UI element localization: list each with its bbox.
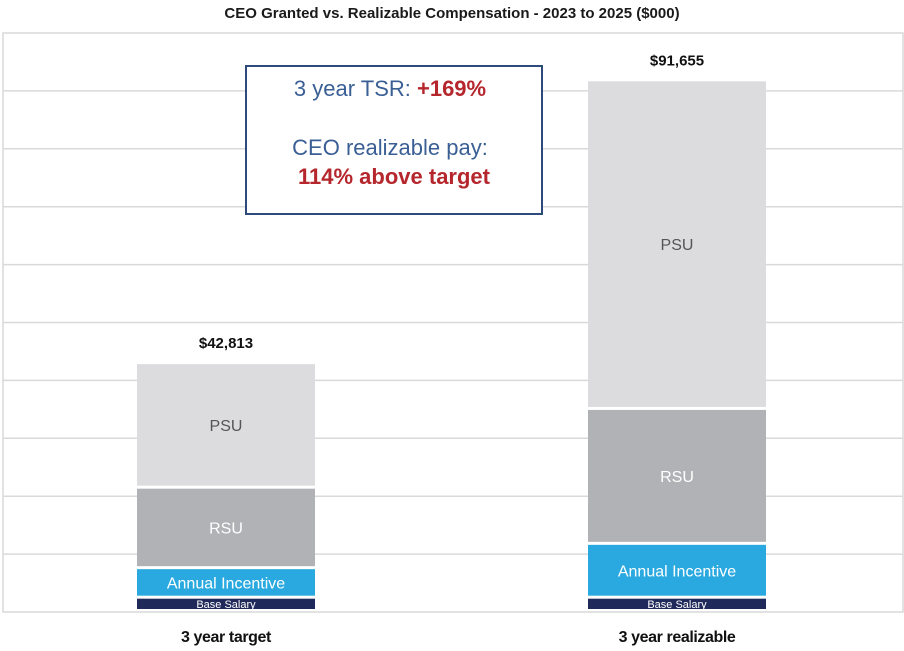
segment-label-rsu: RSU bbox=[209, 520, 243, 537]
callout-tsr: 3 year TSR: +169% bbox=[294, 76, 486, 101]
bar-segment-rsu bbox=[137, 488, 315, 567]
segment-label-base-salary: Base Salary bbox=[647, 599, 707, 611]
callout-tsr-label: 3 year TSR: bbox=[294, 76, 417, 101]
segment-label-annual-incentive: Annual Incentive bbox=[618, 563, 736, 580]
callout-pay-label: CEO realizable pay: bbox=[292, 135, 488, 160]
segment-label-base-salary: Base Salary bbox=[196, 599, 256, 611]
chart-title: CEO Granted vs. Realizable Compensation … bbox=[224, 5, 679, 22]
callout-box bbox=[245, 65, 543, 215]
bar-segment-base-salary bbox=[588, 598, 766, 609]
bar-segment-psu bbox=[137, 364, 315, 486]
bars: Base Salary Annual Incentive RSU PSU $42,813… bbox=[137, 52, 766, 646]
bar-total-label: $91,655 bbox=[650, 52, 704, 69]
segment-label-psu: PSU bbox=[661, 237, 694, 254]
callout-tsr-value: +169% bbox=[417, 76, 486, 101]
segment-label-psu: PSU bbox=[210, 418, 243, 435]
bar-segment-psu bbox=[588, 81, 766, 407]
bar-segment-base-salary bbox=[137, 598, 315, 609]
bar-segment-annual-incentive bbox=[588, 544, 766, 596]
segment-label-rsu: RSU bbox=[660, 469, 694, 486]
callout-pay-value: 114% above target bbox=[298, 164, 491, 189]
category-label: 3 year realizable bbox=[619, 629, 736, 646]
bar-total-label: $42,813 bbox=[199, 335, 253, 352]
bar-segment-annual-incentive bbox=[137, 569, 315, 596]
bar-segment-rsu bbox=[588, 409, 766, 542]
segment-label-annual-incentive: Annual Incentive bbox=[167, 575, 285, 592]
category-label: 3 year target bbox=[181, 629, 272, 646]
